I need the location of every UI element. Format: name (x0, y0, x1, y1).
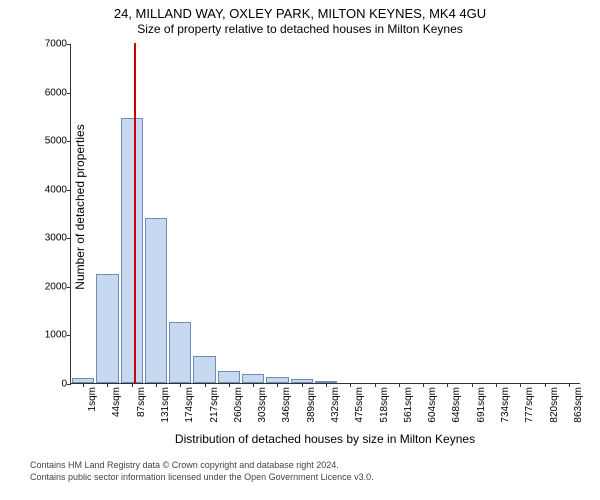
x-tick-label: 217sqm (209, 387, 220, 423)
footer-line-1: Contains HM Land Registry data © Crown c… (30, 460, 374, 472)
x-tick-mark (326, 383, 327, 387)
y-tick-mark (67, 238, 71, 239)
histogram-bar (242, 374, 264, 383)
x-tick-mark (180, 383, 181, 387)
x-tick-label: 87sqm (136, 387, 147, 417)
chart-subtitle: Size of property relative to detached ho… (0, 22, 600, 36)
histogram-bar (145, 218, 167, 383)
y-tick-mark (67, 141, 71, 142)
y-tick-mark (67, 93, 71, 94)
x-tick-label: 734sqm (500, 387, 511, 423)
x-tick-mark (472, 383, 473, 387)
footer-attribution: Contains HM Land Registry data © Crown c… (30, 460, 374, 483)
y-tick-mark (67, 384, 71, 385)
x-tick-label: 820sqm (549, 387, 560, 423)
chart-title: 24, MILLAND WAY, OXLEY PARK, MILTON KEYN… (0, 6, 600, 21)
x-tick-label: 432sqm (330, 387, 341, 423)
x-tick-mark (156, 383, 157, 387)
x-tick-label: 648sqm (451, 387, 462, 423)
x-tick-mark (399, 383, 400, 387)
x-tick-mark (205, 383, 206, 387)
x-tick-label: 863sqm (573, 387, 584, 423)
histogram-bar (121, 118, 143, 383)
x-tick-mark (375, 383, 376, 387)
x-tick-label: 604sqm (427, 387, 438, 423)
x-tick-mark (83, 383, 84, 387)
x-tick-label: 561sqm (403, 387, 414, 423)
x-tick-label: 1sqm (87, 387, 98, 411)
x-tick-mark (253, 383, 254, 387)
x-tick-label: 303sqm (257, 387, 268, 423)
x-tick-label: 174sqm (184, 387, 195, 423)
y-tick-mark (67, 44, 71, 45)
histogram-bar (218, 371, 240, 383)
x-tick-label: 691sqm (476, 387, 487, 423)
x-tick-label: 131sqm (160, 387, 171, 423)
property-marker-line (134, 43, 136, 383)
y-tick-mark (67, 190, 71, 191)
x-tick-mark (447, 383, 448, 387)
x-tick-mark (520, 383, 521, 387)
plot-area: 010002000300040005000600070001sqm44sqm87… (70, 44, 580, 384)
histogram-bar (169, 322, 191, 383)
footer-line-2: Contains public sector information licen… (30, 472, 374, 484)
x-tick-mark (423, 383, 424, 387)
x-tick-mark (569, 383, 570, 387)
x-tick-mark (277, 383, 278, 387)
x-tick-label: 518sqm (379, 387, 390, 423)
histogram-bar (96, 274, 118, 383)
histogram-bar (193, 356, 215, 383)
x-tick-mark (107, 383, 108, 387)
x-tick-mark (496, 383, 497, 387)
x-tick-label: 44sqm (111, 387, 122, 417)
x-tick-label: 475sqm (354, 387, 365, 423)
x-tick-label: 389sqm (306, 387, 317, 423)
x-tick-label: 777sqm (524, 387, 535, 423)
x-tick-mark (229, 383, 230, 387)
x-tick-label: 346sqm (281, 387, 292, 423)
x-tick-mark (545, 383, 546, 387)
y-tick-mark (67, 335, 71, 336)
x-axis-label: Distribution of detached houses by size … (70, 432, 580, 446)
y-tick-mark (67, 287, 71, 288)
x-tick-mark (302, 383, 303, 387)
x-tick-mark (350, 383, 351, 387)
x-tick-mark (132, 383, 133, 387)
y-axis-label: Number of detached properties (73, 107, 87, 307)
x-tick-label: 260sqm (233, 387, 244, 423)
